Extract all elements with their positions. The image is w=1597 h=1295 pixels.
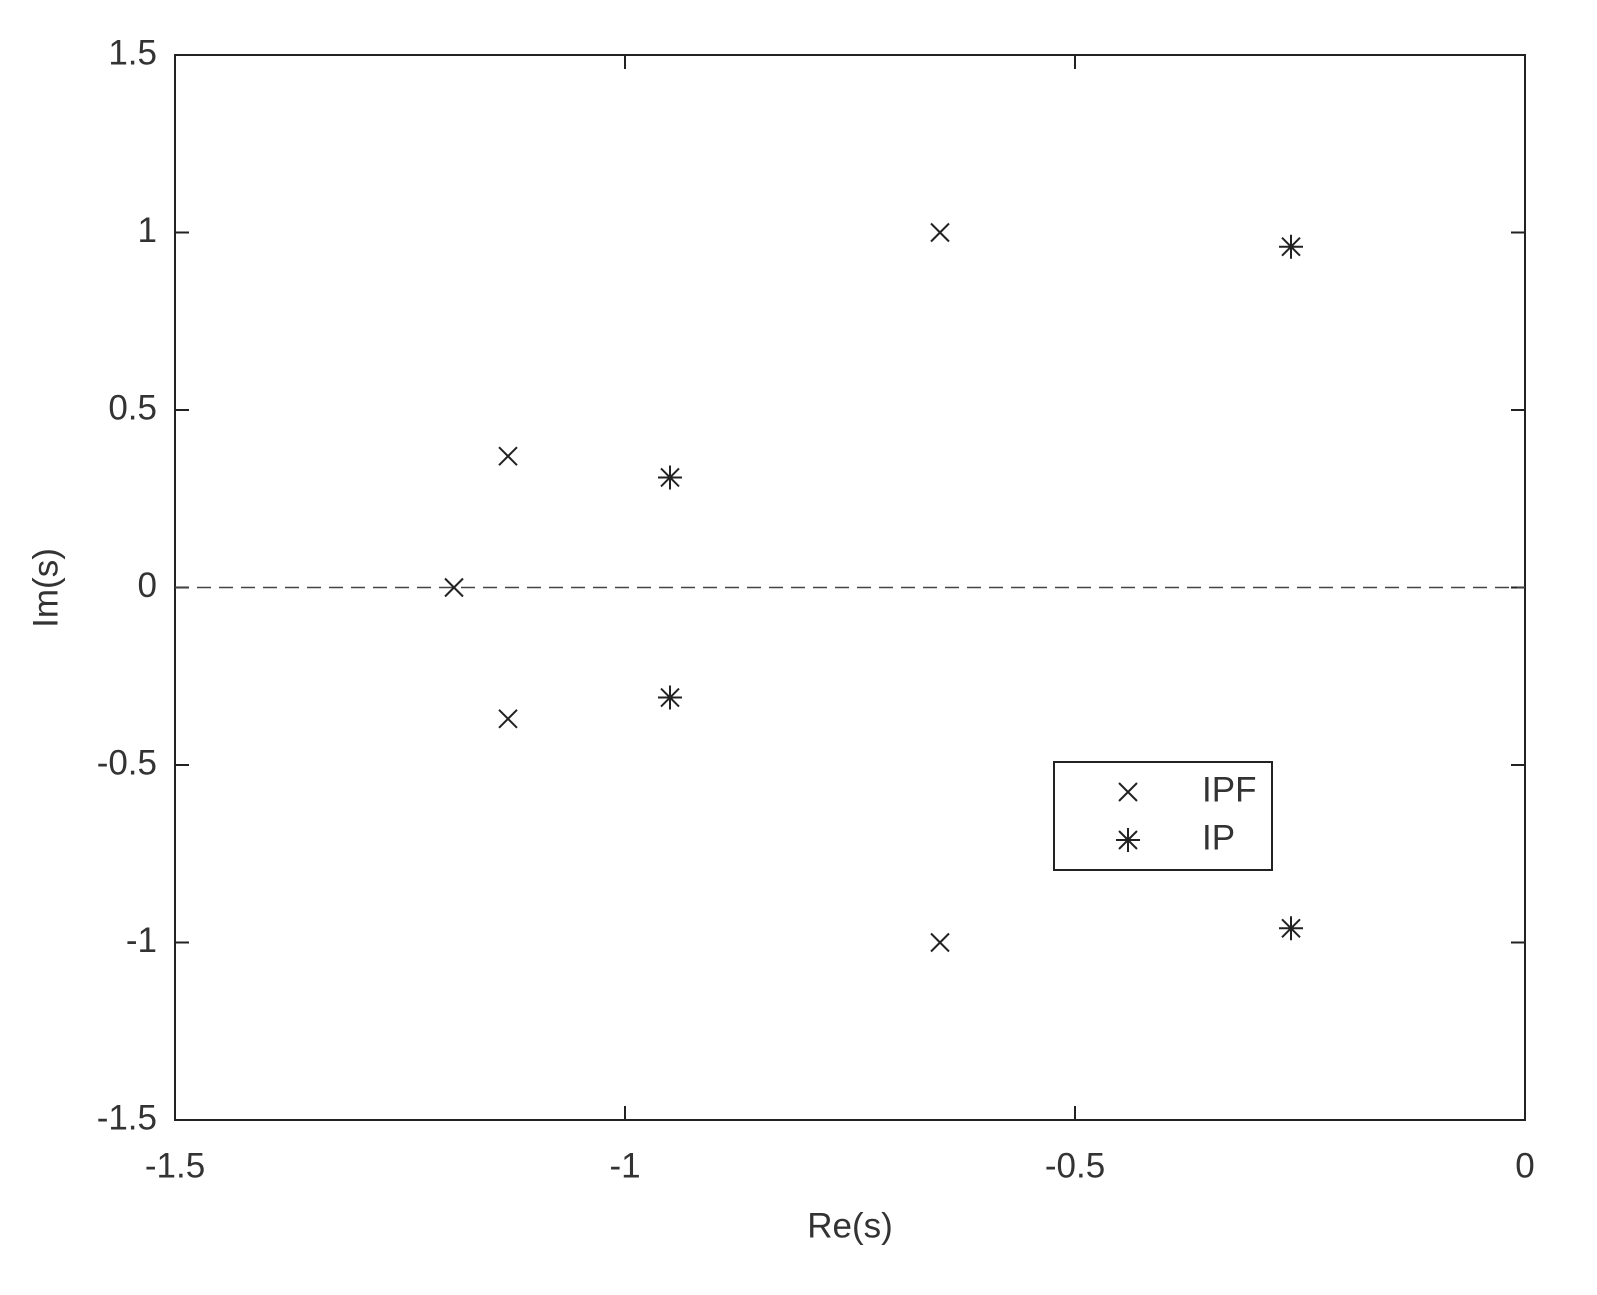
data-point bbox=[658, 685, 682, 710]
y-tick-label: -0.5 bbox=[97, 743, 157, 782]
legend-box bbox=[1053, 761, 1273, 871]
y-tick-label: 0.5 bbox=[108, 388, 157, 427]
y-tick-label: -1 bbox=[126, 921, 157, 960]
x-axis-label: Re(s) bbox=[807, 1206, 893, 1245]
data-point bbox=[498, 709, 518, 729]
data-point bbox=[498, 446, 518, 466]
x-tick-label: -1 bbox=[609, 1146, 640, 1185]
x-tick-label: 0 bbox=[1515, 1146, 1534, 1185]
y-tick-label: 1 bbox=[138, 211, 157, 250]
data-point bbox=[930, 932, 950, 953]
legend-marker bbox=[1116, 828, 1140, 852]
y-tick-label: -1.5 bbox=[97, 1098, 157, 1137]
y-axis-label: Im(s) bbox=[26, 548, 65, 628]
legend-marker bbox=[1118, 782, 1138, 802]
data-point bbox=[444, 577, 464, 598]
legend-label: IP bbox=[1202, 818, 1235, 857]
y-tick-label: 0 bbox=[138, 566, 157, 605]
data-point bbox=[658, 465, 682, 490]
data-point bbox=[1279, 916, 1303, 941]
legend-label: IPF bbox=[1202, 770, 1256, 809]
x-tick-label: -0.5 bbox=[1045, 1146, 1105, 1185]
data-point bbox=[1279, 234, 1303, 259]
y-tick-label: 1.5 bbox=[108, 33, 157, 72]
data-point bbox=[930, 222, 950, 243]
x-tick-label: -1.5 bbox=[145, 1146, 205, 1185]
